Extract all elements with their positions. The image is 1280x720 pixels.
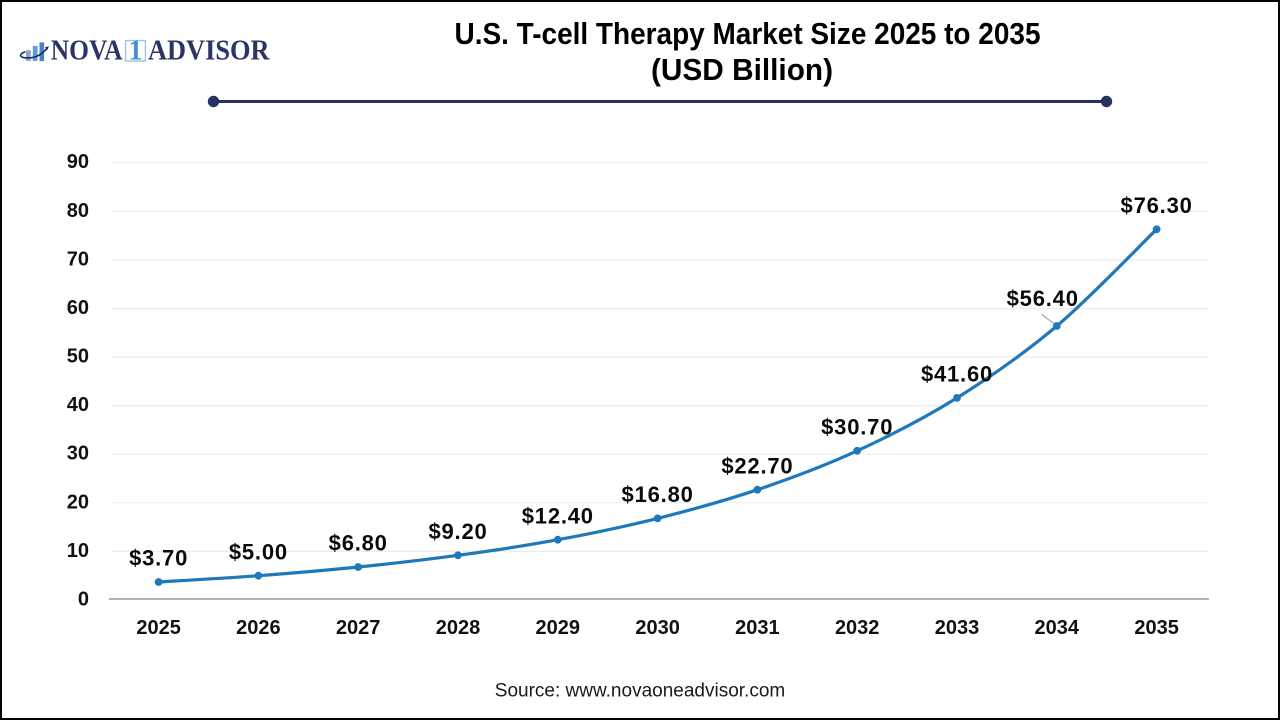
svg-text:2034: 2034 xyxy=(1035,617,1080,639)
svg-text:10: 10 xyxy=(67,540,89,562)
svg-text:2032: 2032 xyxy=(835,617,880,639)
svg-text:$5.00: $5.00 xyxy=(229,539,288,564)
svg-text:2029: 2029 xyxy=(536,617,581,639)
svg-text:40: 40 xyxy=(67,394,89,416)
svg-text:80: 80 xyxy=(67,200,89,222)
svg-text:ADVISOR: ADVISOR xyxy=(148,36,270,67)
svg-text:2028: 2028 xyxy=(436,617,481,639)
svg-text:(USD Billion): (USD Billion) xyxy=(651,52,833,87)
svg-text:50: 50 xyxy=(67,346,89,368)
svg-text:70: 70 xyxy=(67,248,89,270)
svg-text:$6.80: $6.80 xyxy=(329,531,388,556)
svg-text:2030: 2030 xyxy=(635,617,680,639)
svg-text:$56.40: $56.40 xyxy=(1007,286,1079,311)
svg-text:$12.40: $12.40 xyxy=(522,503,594,528)
svg-text:2031: 2031 xyxy=(735,617,780,639)
svg-text:60: 60 xyxy=(67,297,89,319)
svg-text:90: 90 xyxy=(67,151,89,173)
svg-text:$30.70: $30.70 xyxy=(821,414,893,439)
svg-text:$3.70: $3.70 xyxy=(129,546,188,571)
svg-text:Source: www.novaoneadvisor.com: Source: www.novaoneadvisor.com xyxy=(495,681,785,702)
svg-text:$41.60: $41.60 xyxy=(921,362,993,387)
svg-text:2025: 2025 xyxy=(136,617,181,639)
svg-text:NOVA: NOVA xyxy=(51,36,123,67)
svg-text:1: 1 xyxy=(129,36,143,67)
svg-text:2027: 2027 xyxy=(336,617,381,639)
svg-text:$16.80: $16.80 xyxy=(622,482,694,507)
svg-text:30: 30 xyxy=(67,443,89,465)
svg-text:$22.70: $22.70 xyxy=(721,453,793,478)
svg-text:2035: 2035 xyxy=(1134,617,1179,639)
svg-text:0: 0 xyxy=(78,589,89,611)
svg-text:U.S. T-cell Therapy Market Siz: U.S. T-cell Therapy Market Size 2025 to … xyxy=(455,16,1041,51)
svg-text:20: 20 xyxy=(67,491,89,513)
svg-text:2026: 2026 xyxy=(236,617,281,639)
svg-text:$76.30: $76.30 xyxy=(1121,193,1193,218)
svg-text:$9.20: $9.20 xyxy=(428,519,487,544)
svg-text:2033: 2033 xyxy=(935,617,980,639)
